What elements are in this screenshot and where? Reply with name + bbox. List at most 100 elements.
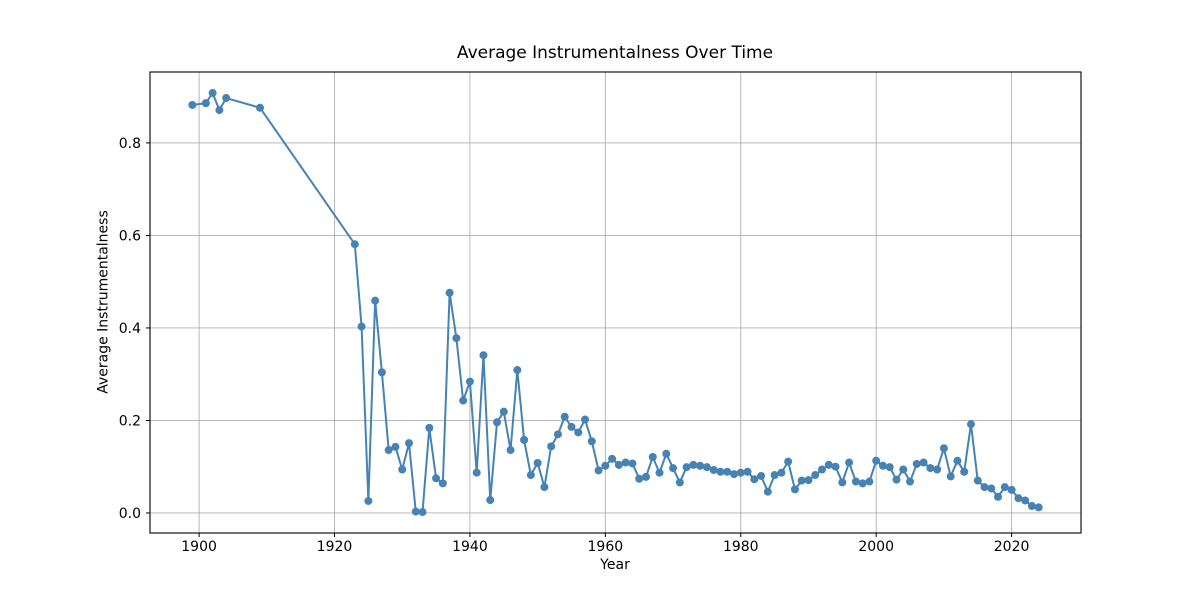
data-point [757,471,766,480]
data-point [499,407,508,416]
data-point [1021,496,1030,505]
data-point [851,477,860,486]
data-point [222,94,231,103]
data-point [790,485,799,494]
data-point [377,368,386,377]
data-point [635,474,644,483]
data-point [885,463,894,472]
data-point [716,467,725,476]
data-point [1000,483,1009,492]
data-point [215,106,224,115]
data-point [838,478,847,487]
data-point [655,468,664,477]
data-point [459,396,468,405]
data-point [513,366,522,375]
data-point [364,496,373,505]
data-point [858,479,867,488]
data-point [770,471,779,480]
data-point [669,464,678,473]
data-point [384,446,393,455]
data-point [614,460,623,469]
x-axis-label: Year [600,557,630,573]
data-point [804,476,813,485]
data-point [892,475,901,484]
data-point [628,459,637,468]
data-point [987,484,996,493]
data-point [784,457,793,466]
data-point [1014,494,1023,503]
data-point [472,468,481,477]
data-point [878,461,887,470]
data-point [736,468,745,477]
data-point [824,460,833,469]
data-point [919,458,928,467]
x-tick-label: 1920 [317,539,353,555]
data-point [662,449,671,458]
data-point [357,322,366,331]
data-point [621,458,630,467]
data-point [872,456,881,465]
data-point [763,487,772,496]
data-point [702,463,711,472]
data-point [845,458,854,467]
data-point [479,351,488,360]
data-point [398,465,407,474]
data-point [777,468,786,477]
data-point [933,465,942,474]
data-point [912,459,921,468]
data-point [675,478,684,487]
y-tick-label: 0.2 [119,413,141,429]
data-point [899,465,908,474]
y-tick-label: 0.4 [119,321,141,337]
data-point [641,472,650,481]
plot-border [149,71,1082,534]
data-point [1027,502,1036,511]
data-point [980,483,989,492]
data-point [811,471,820,480]
data-point [391,442,400,451]
data-point [526,471,535,480]
data-point [608,454,617,463]
data-point [831,462,840,471]
y-tick-label: 0.0 [119,506,141,522]
y-tick-label: 0.6 [119,228,141,244]
data-point [953,456,962,465]
data-point [411,507,420,516]
data-point [994,492,1003,501]
data-point [926,464,935,473]
data-point [553,430,562,439]
y-tick-label: 0.8 [119,136,141,152]
chart-title: Average Instrumentalness Over Time [456,43,774,63]
data-point [452,334,461,343]
data-point [682,463,691,472]
data-point [587,437,596,446]
data-point [567,422,576,431]
data-point [540,483,549,492]
data-point [547,442,556,451]
data-point [506,446,515,455]
data-point [743,467,752,476]
data-point [560,412,569,421]
x-tick-label: 1940 [452,539,488,555]
data-point [445,288,454,297]
x-tick-label: 1960 [588,539,624,555]
data-point [689,460,698,469]
data-point [723,467,732,476]
x-tick-label: 2020 [994,539,1030,555]
data-point [709,465,718,474]
data-point [371,296,380,305]
data-point [425,423,434,432]
data-point [594,466,603,475]
data-point [648,453,657,461]
x-tick-label: 1900 [181,539,217,555]
data-point [581,415,590,424]
data-point [188,100,197,109]
data-point [208,88,217,97]
data-point [486,496,495,505]
x-tick-label: 1980 [723,539,759,555]
data-point [465,377,474,386]
data-point [946,472,955,481]
data-point [533,459,542,468]
